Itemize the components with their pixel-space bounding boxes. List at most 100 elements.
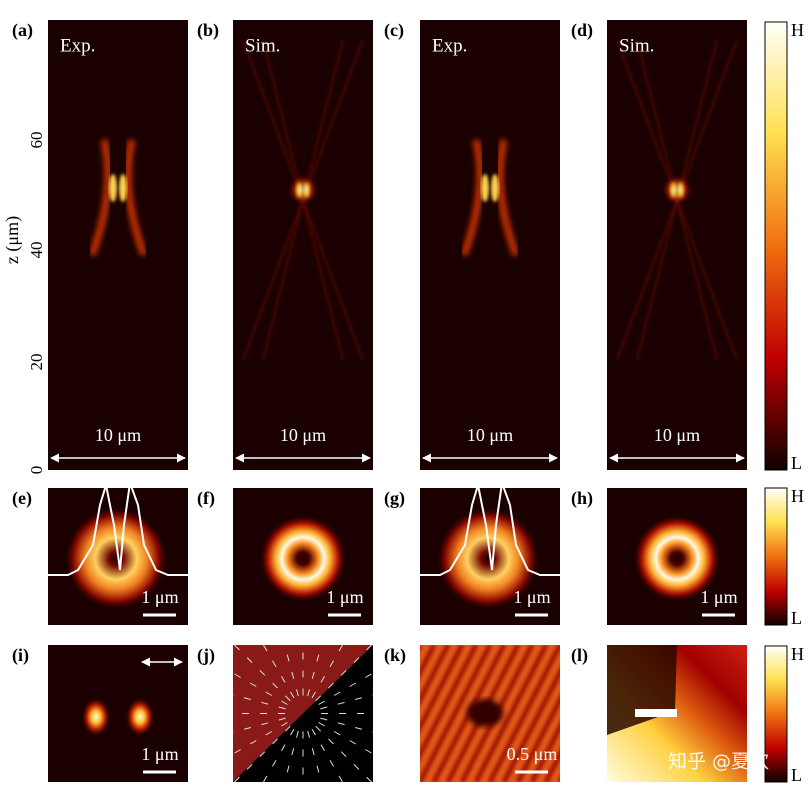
vector bbox=[322, 783, 324, 790]
vector bbox=[390, 737, 397, 739]
panel-title: Sim. bbox=[245, 35, 280, 56]
panel-label: (g) bbox=[384, 488, 405, 509]
panel: (e) 1 μm bbox=[12, 488, 188, 625]
vector bbox=[349, 740, 357, 745]
vector bbox=[261, 722, 269, 726]
colorbar-high: H bbox=[791, 486, 804, 506]
scale-label: 10 μm bbox=[95, 425, 141, 445]
panel: (h) 1 μm bbox=[571, 488, 747, 625]
axis-label: z (μm) bbox=[2, 216, 23, 264]
panel-label: (a) bbox=[12, 20, 33, 41]
panel-label: (l) bbox=[571, 645, 588, 666]
fringe bbox=[515, 694, 560, 782]
vector bbox=[340, 751, 347, 757]
watermark: 知乎 @夏欢 bbox=[668, 751, 769, 773]
scale-label: 1 μm bbox=[141, 744, 178, 764]
vector bbox=[284, 695, 291, 702]
background bbox=[607, 20, 747, 470]
panel-label: (h) bbox=[571, 488, 593, 509]
profile bbox=[420, 488, 560, 576]
vector bbox=[259, 751, 266, 757]
panel-label: (k) bbox=[384, 645, 406, 666]
vector bbox=[265, 691, 273, 696]
vector bbox=[320, 706, 328, 710]
vector bbox=[366, 645, 372, 651]
vector bbox=[353, 657, 360, 663]
panel-image bbox=[48, 20, 188, 470]
center-dark bbox=[467, 699, 503, 727]
vector bbox=[265, 731, 273, 736]
vector bbox=[290, 728, 295, 736]
scale-label: 1 μm bbox=[513, 587, 550, 607]
vector bbox=[320, 717, 328, 721]
fringe bbox=[420, 645, 493, 782]
fringe bbox=[420, 645, 451, 706]
panel-image bbox=[420, 645, 560, 782]
panel-title: Exp. bbox=[60, 35, 95, 56]
panel: 10 μm (a) Exp. bbox=[12, 20, 188, 470]
vector bbox=[315, 695, 322, 702]
lobe bbox=[81, 697, 111, 737]
vector bbox=[355, 726, 363, 730]
fringe bbox=[543, 749, 560, 782]
vector bbox=[286, 765, 290, 773]
vector bbox=[296, 689, 299, 697]
hot-spot bbox=[119, 174, 127, 202]
lobe bbox=[125, 697, 155, 737]
fringe bbox=[487, 645, 560, 782]
vector bbox=[337, 701, 345, 705]
fringe bbox=[420, 645, 465, 733]
vector bbox=[291, 671, 295, 679]
panel-label: (b) bbox=[197, 20, 219, 41]
donut bbox=[633, 514, 721, 603]
vector bbox=[381, 759, 387, 763]
panel-label: (f) bbox=[197, 488, 215, 509]
profile bbox=[48, 488, 188, 576]
vector bbox=[291, 748, 295, 756]
vector bbox=[329, 660, 334, 667]
vector bbox=[234, 749, 241, 754]
half bbox=[233, 645, 373, 782]
colorbar-high: H bbox=[791, 20, 804, 40]
vector bbox=[315, 725, 322, 732]
vector bbox=[318, 722, 325, 727]
vector bbox=[365, 749, 372, 754]
y-tick-label: 60 bbox=[27, 132, 46, 149]
panel-label: (c) bbox=[384, 20, 404, 41]
panel: (l) bbox=[571, 645, 747, 782]
vector bbox=[272, 760, 277, 767]
scale-label: 10 μm bbox=[467, 425, 513, 445]
vector bbox=[328, 682, 334, 689]
panel-image bbox=[420, 488, 560, 625]
vector bbox=[355, 697, 363, 701]
panel-label: (d) bbox=[571, 20, 593, 41]
scale-label: 0.5 μm bbox=[507, 744, 558, 764]
vector bbox=[246, 764, 253, 770]
vector bbox=[307, 730, 310, 738]
beam bbox=[88, 139, 112, 257]
colorbar-low: L bbox=[791, 608, 802, 628]
y-tick-label: 0 bbox=[27, 466, 46, 475]
vector bbox=[233, 694, 234, 696]
vector bbox=[255, 629, 259, 635]
vector bbox=[263, 645, 268, 652]
colorbar bbox=[764, 487, 788, 626]
vector bbox=[234, 645, 240, 651]
vector bbox=[219, 665, 225, 669]
glow bbox=[287, 174, 319, 206]
vector bbox=[281, 676, 286, 683]
vector bbox=[372, 731, 373, 733]
vector bbox=[234, 776, 240, 782]
vector bbox=[328, 738, 334, 745]
vector bbox=[283, 783, 285, 790]
scale-label: 1 μm bbox=[326, 587, 363, 607]
vector bbox=[243, 726, 251, 730]
colorbar-low: L bbox=[791, 765, 802, 785]
vector bbox=[353, 764, 360, 770]
vector bbox=[322, 637, 324, 644]
hot-spot bbox=[109, 174, 117, 202]
panel-image bbox=[607, 645, 747, 782]
vector bbox=[272, 660, 277, 667]
vector bbox=[366, 776, 372, 782]
